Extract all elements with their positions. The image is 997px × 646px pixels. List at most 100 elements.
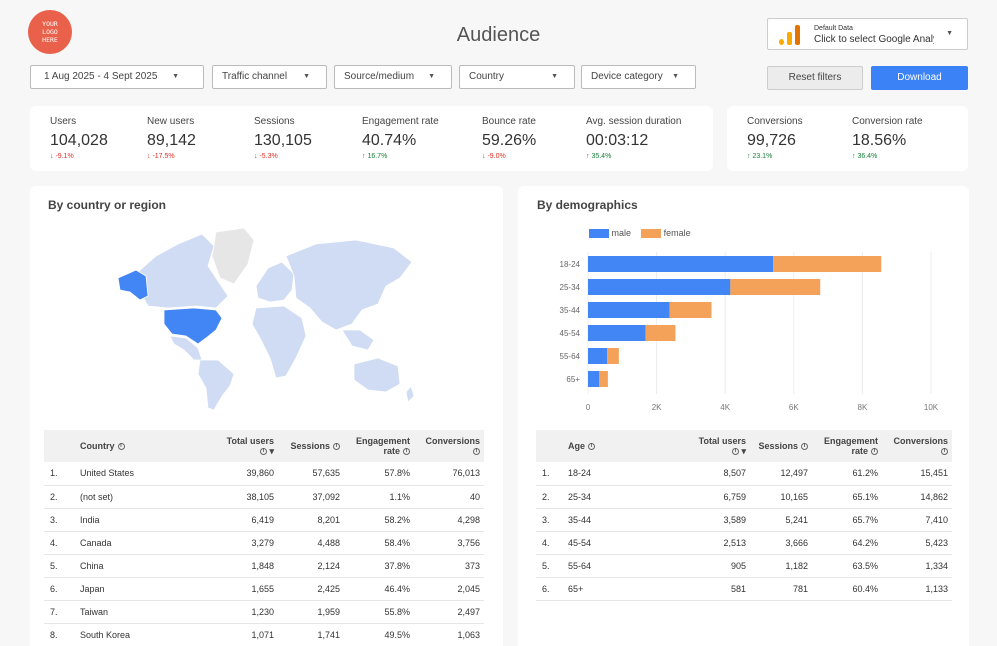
table-row[interactable]: 3. India 6,419 8,201 58.2% 4,298 [44, 508, 484, 532]
united-states-region [163, 307, 223, 345]
cell-age: 25-34 [564, 485, 668, 509]
date-range-picker[interactable]: 1 Aug 2025 - 4 Sept 2025 ▼ [30, 65, 204, 89]
cell-rank: 3. [44, 508, 76, 532]
header-sessions[interactable]: Sessions i [750, 430, 812, 462]
table-row[interactable]: 4. 45-54 2,513 3,666 64.2% 5,423 [536, 531, 952, 555]
header-engagement-rate[interactable]: Engagement rate i [344, 430, 414, 462]
bar-male-35-44[interactable] [588, 302, 670, 318]
cell-age: 18-24 [564, 462, 668, 486]
table-row[interactable]: 1. 18-24 8,507 12,497 61.2% 15,451 [536, 462, 952, 486]
traffic-channel-filter[interactable]: Traffic channel ▼ [212, 65, 327, 89]
table-row[interactable]: 2. 25-34 6,759 10,165 65.1% 14,862 [536, 485, 952, 509]
cell-sessions: 37,092 [278, 485, 344, 509]
cell-conversions: 2,045 [414, 577, 484, 601]
bar-female-65+[interactable] [599, 371, 608, 387]
cell-conversions: 1,063 [414, 623, 484, 646]
kpi-delta: ↓ -5.3% [254, 153, 278, 160]
y-tick-label: 65+ [566, 375, 580, 384]
data-source-selector[interactable]: Default Data Click to select Google Anal… [767, 18, 968, 50]
bar-male-55-64[interactable] [588, 348, 608, 364]
legend-swatch-female [641, 229, 662, 239]
data-source-label: Default Data [814, 25, 853, 32]
bar-male-45-54[interactable] [588, 325, 646, 341]
table-row[interactable]: 8. South Korea 1,071 1,741 49.5% 1,063 [44, 623, 484, 646]
header-total-users[interactable]: Total users i ▾ [668, 430, 750, 462]
x-tick-label: 10K [924, 403, 939, 412]
cell-engagement: 58.2% [344, 508, 414, 532]
kpi-value: 18.56% [852, 132, 907, 149]
cell-rank: 1. [44, 462, 76, 486]
kpi-value: 59.26% [482, 132, 537, 149]
cell-conversions: 1,334 [882, 554, 952, 578]
cell-engagement: 37.8% [344, 554, 414, 578]
cell-sessions: 10,165 [750, 485, 812, 509]
info-icon: i [801, 443, 808, 451]
cell-conversions: 14,862 [882, 485, 952, 509]
cell-engagement: 57.8% [344, 462, 414, 486]
y-tick-label: 45-54 [560, 329, 581, 338]
bar-male-25-34[interactable] [588, 279, 731, 295]
bar-female-45-54[interactable] [645, 325, 676, 341]
bar-female-55-64[interactable] [607, 348, 619, 364]
bar-female-25-34[interactable] [730, 279, 821, 295]
kpi-label: Sessions [254, 116, 295, 127]
southeast-asia-region [341, 329, 375, 351]
kpi-delta: ↑ 35.4% [586, 153, 612, 160]
info-icon: i [588, 443, 596, 451]
kpi-delta: ↑ 23.1% [747, 153, 773, 160]
reset-filters-button[interactable]: Reset filters [767, 66, 863, 90]
header-conversions[interactable]: Conversions i [882, 430, 952, 462]
caret-down-icon: ▼ [551, 73, 558, 80]
bar-female-35-44[interactable] [669, 302, 712, 318]
table-row[interactable]: 6. 65+ 581 781 60.4% 1,133 [536, 577, 952, 601]
kpi-label: Engagement rate [362, 116, 439, 127]
y-tick-label: 25-34 [560, 283, 581, 292]
kpi-value: 130,105 [254, 132, 312, 149]
cell-conversions: 5,423 [882, 531, 952, 555]
x-tick-label: 6K [789, 403, 799, 412]
table-row[interactable]: 5. China 1,848 2,124 37.8% 373 [44, 554, 484, 578]
table-row[interactable]: 5. 55-64 905 1,182 63.5% 1,334 [536, 554, 952, 578]
data-source-value: Click to select Google Analytics [814, 34, 934, 45]
cell-conversions: 3,756 [414, 531, 484, 555]
table-row[interactable]: 4. Canada 3,279 4,488 58.4% 3,756 [44, 531, 484, 555]
demographics-bar-chart[interactable]: 0 2K 4K 6K 8K 10K 18-24 25-34 35-44 45-54 55-64 65+ [548, 248, 948, 418]
cell-sessions: 2,124 [278, 554, 344, 578]
header-age[interactable]: Age i [564, 430, 668, 462]
bar-female-18-24[interactable] [773, 256, 882, 272]
bar-male-65+[interactable] [588, 371, 600, 387]
sort-desc-icon: ▾ [741, 445, 746, 456]
download-button[interactable]: Download [871, 66, 968, 90]
cell-country: Taiwan [76, 600, 196, 624]
world-map[interactable] [116, 226, 416, 412]
info-icon: i [333, 443, 340, 451]
source-medium-filter[interactable]: Source/medium ▼ [334, 65, 452, 89]
cell-users: 1,071 [196, 623, 278, 646]
cell-sessions: 2,425 [278, 577, 344, 601]
cell-engagement: 58.4% [344, 531, 414, 555]
kpi-users: Users 104,028 ↓ -9.1% [50, 116, 108, 160]
table-row[interactable]: 3. 35-44 3,589 5,241 65.7% 7,410 [536, 508, 952, 532]
header-engagement-rate[interactable]: Engagement rate i [812, 430, 882, 462]
table-row[interactable]: 7. Taiwan 1,230 1,959 55.8% 2,497 [44, 600, 484, 624]
kpi-label: Users [50, 116, 77, 127]
header-sessions[interactable]: Sessions i [278, 430, 344, 462]
y-tick-label: 55-64 [560, 352, 581, 361]
bar-male-18-24[interactable] [588, 256, 774, 272]
cell-sessions: 5,241 [750, 508, 812, 532]
cell-country: United States [76, 462, 196, 486]
asia-region [285, 239, 413, 331]
header-conversions[interactable]: Conversions i [414, 430, 484, 462]
table-row[interactable]: 1. United States 39,860 57,635 57.8% 76,013 [44, 462, 484, 486]
page-title: Audience [456, 24, 541, 46]
kpi-label: Conversions [747, 116, 803, 127]
header-total-users[interactable]: Total users i ▾ [196, 430, 278, 462]
header-country[interactable]: Country i [76, 430, 196, 462]
info-icon: i [403, 448, 410, 456]
table-row[interactable]: 6. Japan 1,655 2,425 46.4% 2,045 [44, 577, 484, 601]
country-filter[interactable]: Country ▼ [459, 65, 575, 89]
device-category-filter[interactable]: Device category ▼ [581, 65, 696, 89]
table-row[interactable]: 2. (not set) 38,105 37,092 1.1% 40 [44, 485, 484, 509]
source-medium-label: Source/medium [344, 71, 415, 82]
table-header: Country i Total users i ▾ Sessions i Engage… [44, 430, 484, 462]
